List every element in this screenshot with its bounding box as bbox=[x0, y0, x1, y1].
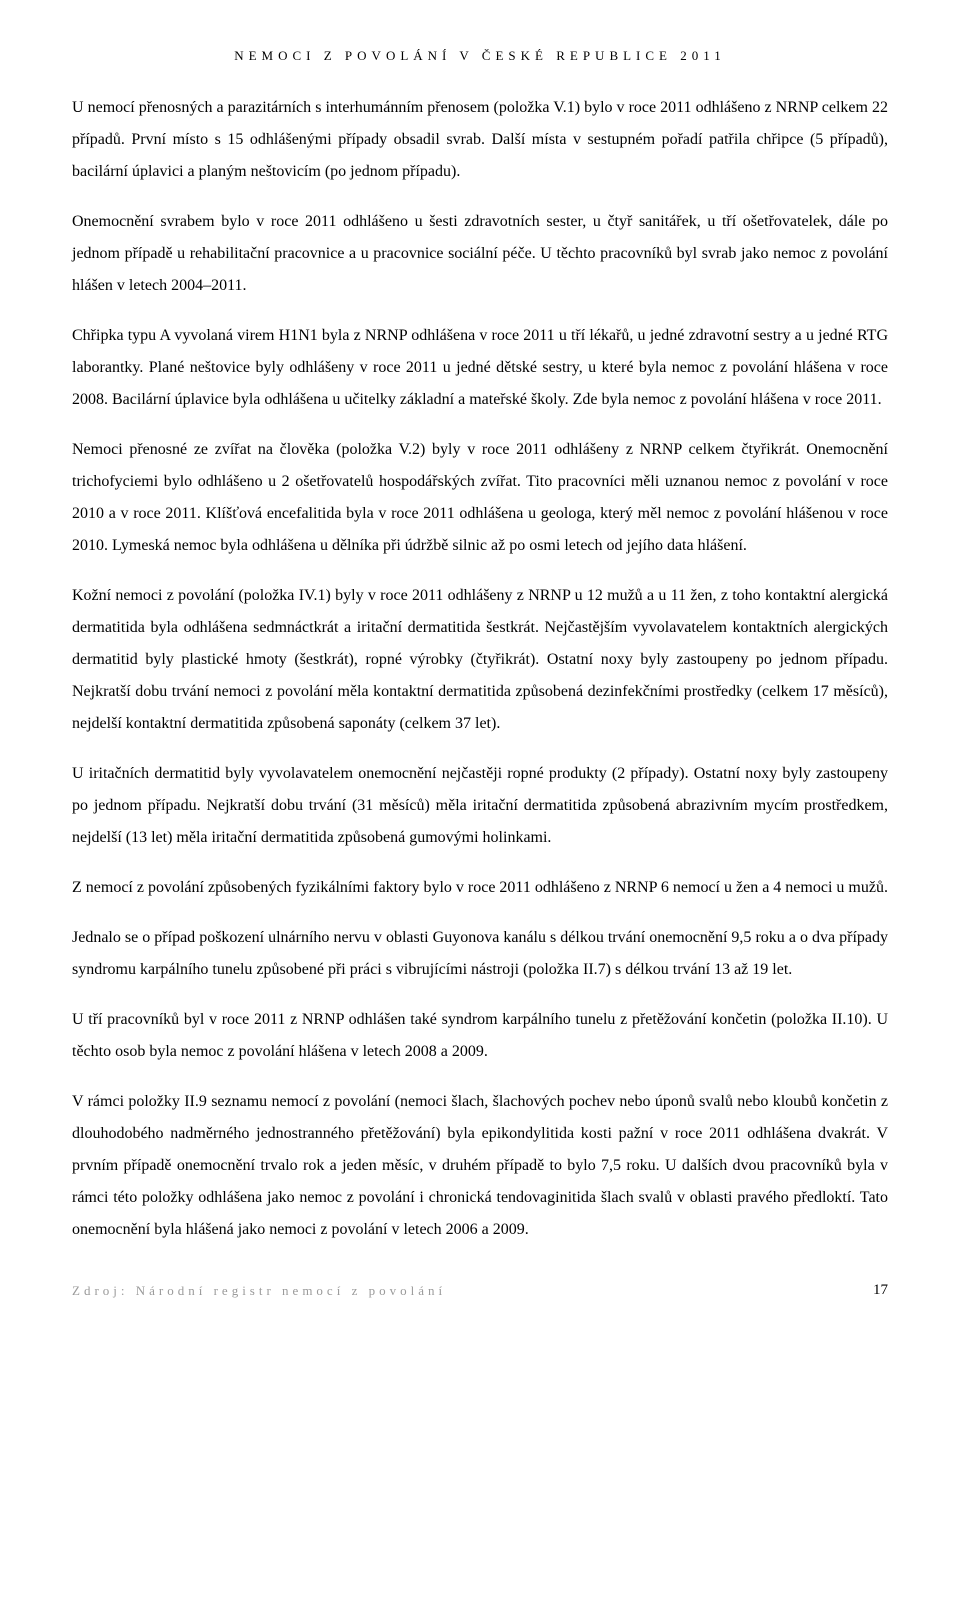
body-paragraph: Jednalo se o případ poškození ulnárního … bbox=[72, 922, 888, 986]
body-paragraph: U iritačních dermatitid byly vyvolavatel… bbox=[72, 758, 888, 854]
body-paragraph: Chřipka typu A vyvolaná virem H1N1 byla … bbox=[72, 320, 888, 416]
body-paragraph: Nemoci přenosné ze zvířat na člověka (po… bbox=[72, 434, 888, 562]
body-paragraph: Z nemocí z povolání způsobených fyzikáln… bbox=[72, 872, 888, 904]
body-paragraph: V rámci položky II.9 seznamu nemocí z po… bbox=[72, 1086, 888, 1246]
body-paragraph: Onemocnění svrabem bylo v roce 2011 odhl… bbox=[72, 206, 888, 302]
page-number: 17 bbox=[873, 1282, 888, 1299]
body-paragraph: Kožní nemoci z povolání (položka IV.1) b… bbox=[72, 580, 888, 740]
page-footer: Zdroj: Národní registr nemocí z povolání… bbox=[72, 1282, 888, 1299]
footer-source: Zdroj: Národní registr nemocí z povolání bbox=[72, 1283, 446, 1299]
body-paragraph: U nemocí přenosných a parazitárních s in… bbox=[72, 92, 888, 188]
running-header: NEMOCI Z POVOLÁNÍ V ČESKÉ REPUBLICE 2011 bbox=[72, 48, 888, 64]
document-page: NEMOCI Z POVOLÁNÍ V ČESKÉ REPUBLICE 2011… bbox=[0, 0, 960, 1339]
body-paragraph: U tří pracovníků byl v roce 2011 z NRNP … bbox=[72, 1004, 888, 1068]
